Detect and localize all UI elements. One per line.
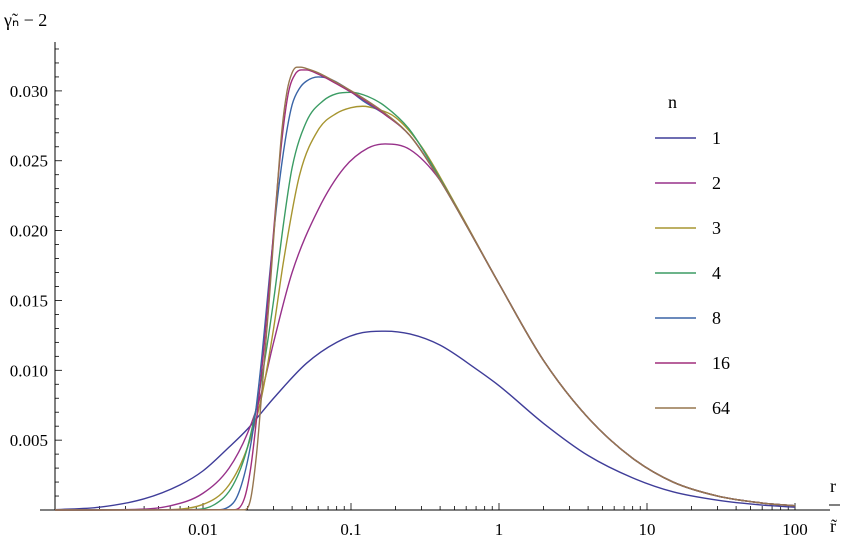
- x-axis-label-numerator: r: [830, 476, 836, 496]
- y-axis-label: γ̃ₙ − 2: [3, 10, 47, 30]
- legend-label-n-2: 2: [712, 173, 721, 193]
- x-tick-label: 1: [495, 520, 504, 539]
- x-ticks: 0.01 0.1 1 10 100: [54, 503, 808, 539]
- y-tick-label: 0.010: [10, 361, 48, 380]
- y-tick-label: 0.005: [10, 431, 48, 450]
- series-line-n-3: [54, 105, 796, 511]
- series-line-n-8: [54, 76, 796, 511]
- y-tick-label: 0.030: [10, 82, 48, 101]
- series-line-n-1: [54, 330, 796, 511]
- series-lines: [54, 66, 796, 511]
- legend-label-n-4: 4: [712, 263, 721, 283]
- x-tick-label: 0.01: [188, 520, 218, 539]
- legend-label-n-64: 64: [712, 398, 730, 418]
- legend-label-n-1: 1: [712, 128, 721, 148]
- series-line-n-4: [54, 91, 796, 511]
- legend-title: n: [668, 92, 677, 112]
- legend: n 1 2 3 4 8 16 64: [655, 92, 730, 418]
- series-line-n-16: [54, 69, 796, 511]
- y-tick-label: 0.020: [10, 222, 48, 241]
- series-line-n-2: [54, 143, 796, 511]
- x-tick-label: 10: [639, 520, 656, 539]
- x-axis-label-denominator: r̃: [830, 516, 837, 536]
- y-tick-label: 0.015: [10, 291, 48, 310]
- legend-label-n-16: 16: [712, 353, 730, 373]
- legend-label-n-8: 8: [712, 308, 721, 328]
- y-tick-label: 0.025: [10, 152, 48, 171]
- x-tick-label: 100: [782, 520, 808, 539]
- series-line-n-64: [54, 66, 796, 511]
- x-tick-label: 0.1: [340, 520, 361, 539]
- y-ticks: 0.005 0.010 0.015 0.020 0.025 0.030: [10, 48, 62, 497]
- legend-label-n-3: 3: [712, 218, 721, 238]
